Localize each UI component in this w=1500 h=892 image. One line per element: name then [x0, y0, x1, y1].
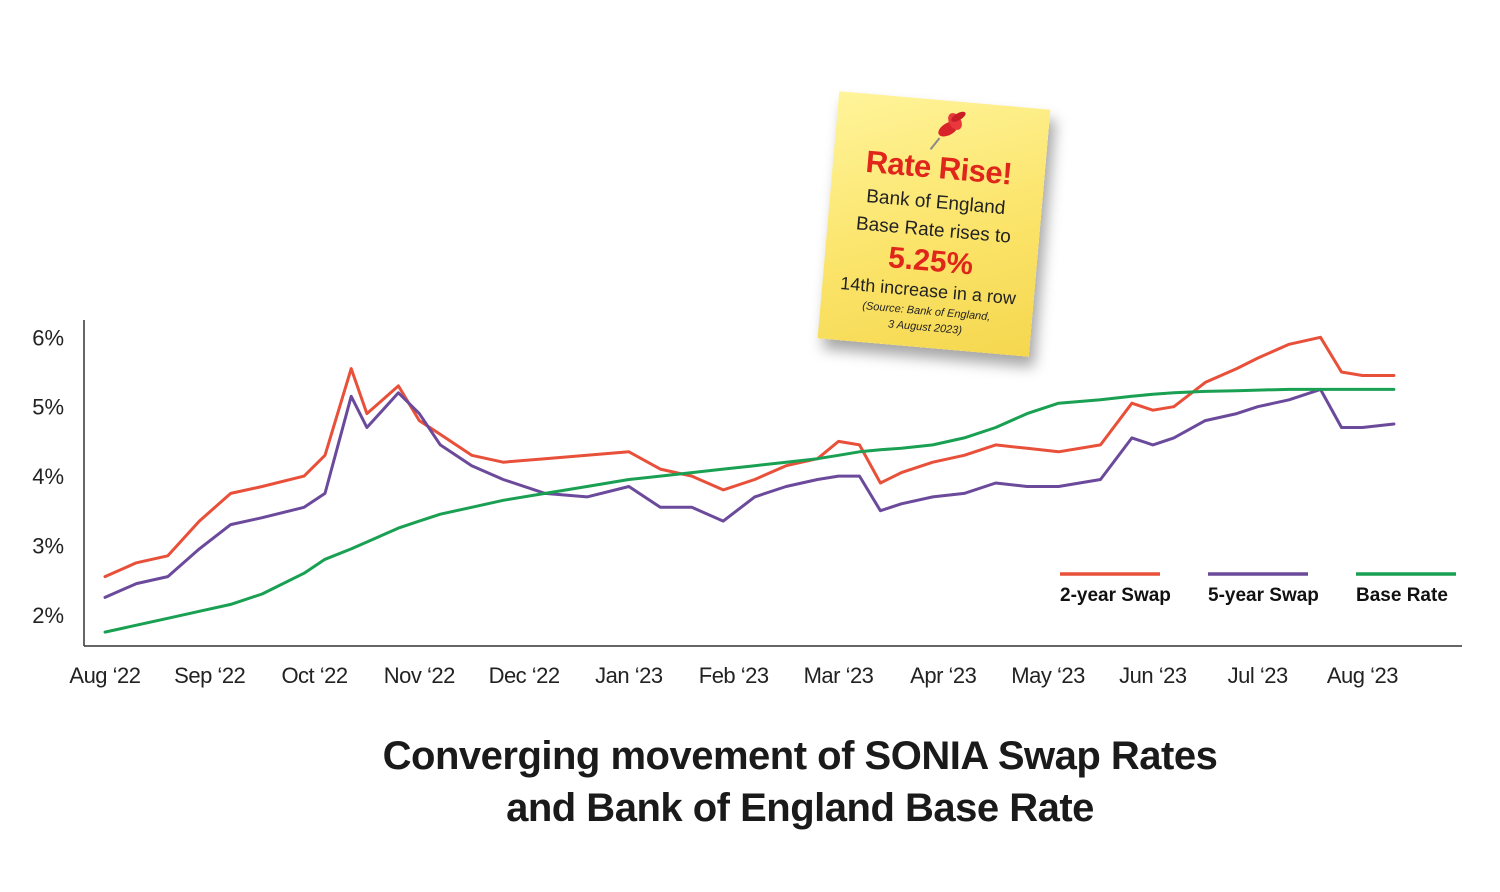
y-axis-ticks: 6% 5% 4% 3% 2% — [32, 325, 64, 627]
y-tick-label: 4% — [32, 464, 64, 489]
chart-title-line-1: Converging movement of SONIA Swap Rates — [382, 734, 1218, 778]
x-tick-label: Aug ‘22 — [69, 663, 140, 688]
series-line-2-year-swap — [103, 335, 1396, 579]
y-tick-label: 5% — [32, 395, 64, 420]
legend-label: Base Rate — [1356, 585, 1448, 606]
legend: 2-year Swap 5-year Swap Base Rate — [1060, 572, 1456, 606]
x-tick-label: Dec ‘22 — [489, 663, 560, 688]
sticky-note: Rate Rise! Bank of England Base Rate ris… — [817, 91, 1051, 357]
chart-title: Converging movement of SONIA Swap Rates … — [0, 730, 1500, 834]
legend-label: 5-year Swap — [1208, 585, 1319, 606]
chart-title-line-2: and Bank of England Base Rate — [506, 786, 1094, 830]
x-tick-label: Aug ‘23 — [1327, 663, 1398, 688]
x-tick-label: Feb ‘23 — [699, 663, 769, 688]
y-tick-label: 6% — [32, 325, 64, 350]
series-line-5-year-swap — [103, 387, 1396, 599]
pushpin-icon — [929, 111, 966, 151]
series-lines — [103, 335, 1396, 634]
x-tick-label: Apr ‘23 — [910, 663, 976, 688]
legend-label: 2-year Swap — [1060, 585, 1171, 606]
x-tick-label: Jan ‘23 — [595, 663, 663, 688]
axes — [83, 320, 1462, 647]
x-tick-label: Nov ‘22 — [384, 663, 455, 688]
x-tick-label: Oct ‘22 — [281, 663, 347, 688]
y-tick-label: 3% — [32, 533, 64, 558]
x-tick-label: Jul ‘23 — [1228, 663, 1288, 688]
y-tick-label: 2% — [32, 603, 64, 628]
x-tick-label: Jun ‘23 — [1119, 663, 1187, 688]
series-line-base-rate — [103, 387, 1396, 634]
x-axis-ticks: Aug ‘22 Sep ‘22 Oct ‘22 Nov ‘22 Dec ‘22 Jan ‘… — [69, 663, 1398, 688]
x-tick-label: May ‘23 — [1011, 663, 1085, 688]
x-tick-label: Sep ‘22 — [174, 663, 245, 688]
x-tick-label: Mar ‘23 — [804, 663, 874, 688]
